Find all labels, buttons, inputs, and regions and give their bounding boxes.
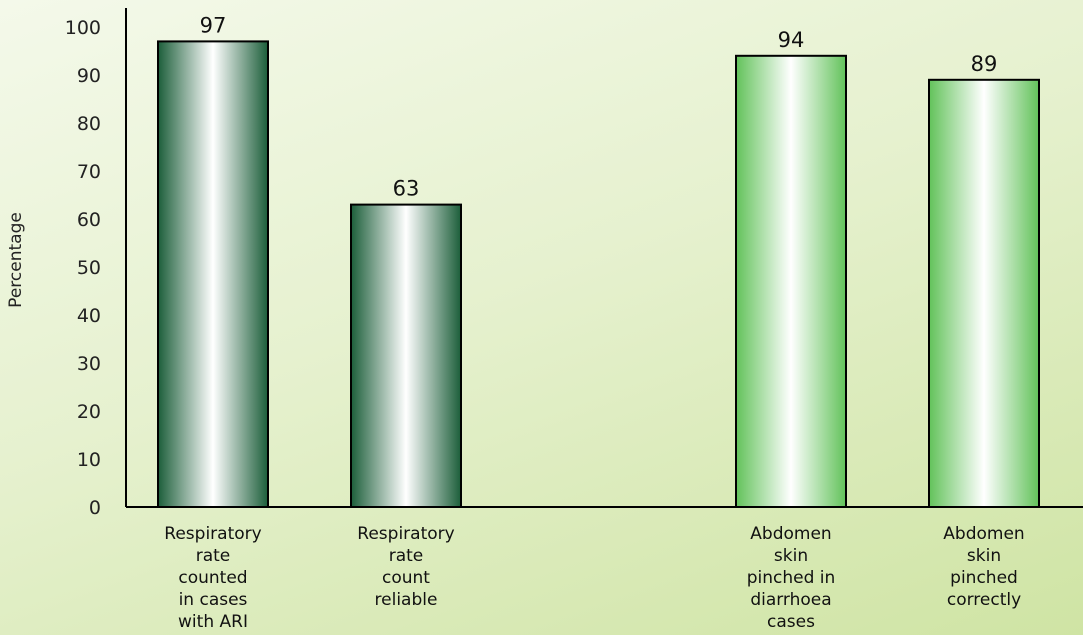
y-tick-label: 70	[77, 161, 101, 183]
y-tick-label: 100	[65, 17, 101, 39]
y-tick-label: 40	[77, 305, 101, 327]
bars	[157, 40, 1040, 509]
labels: 97 Respiratory rate counted in cases with ARI…	[164, 13, 1024, 632]
y-tick-label: 20	[77, 401, 101, 423]
category-label: Abdomen skin pinched correctly	[943, 524, 1024, 610]
y-tick-label: 90	[77, 65, 101, 87]
category-label: Respiratory rate counted in cases with ARI	[164, 524, 261, 632]
y-tick-label: 30	[77, 353, 101, 375]
y-tick-label: 10	[77, 449, 101, 471]
category-label: Abdomen skin pinched in diarrhoea cases	[747, 524, 836, 632]
bar	[350, 203, 462, 508]
data-label: 63	[393, 177, 420, 201]
category-label: Respiratory rate count reliable	[357, 524, 454, 610]
bar	[157, 40, 269, 509]
data-label: 89	[971, 52, 998, 76]
y-tick-label: 0	[89, 497, 101, 519]
y-tick-label: 50	[77, 257, 101, 279]
y-tick-label: 80	[77, 113, 101, 135]
bar	[928, 78, 1040, 509]
y-tick-label: 60	[77, 209, 101, 231]
data-label: 97	[200, 13, 227, 37]
data-label: 94	[778, 28, 805, 52]
y-axis-title: Percentage	[6, 212, 26, 308]
axes: 0 10 20 30 40 50 60 70 80 90 100 Percentage	[6, 8, 1083, 519]
bar	[735, 54, 847, 509]
